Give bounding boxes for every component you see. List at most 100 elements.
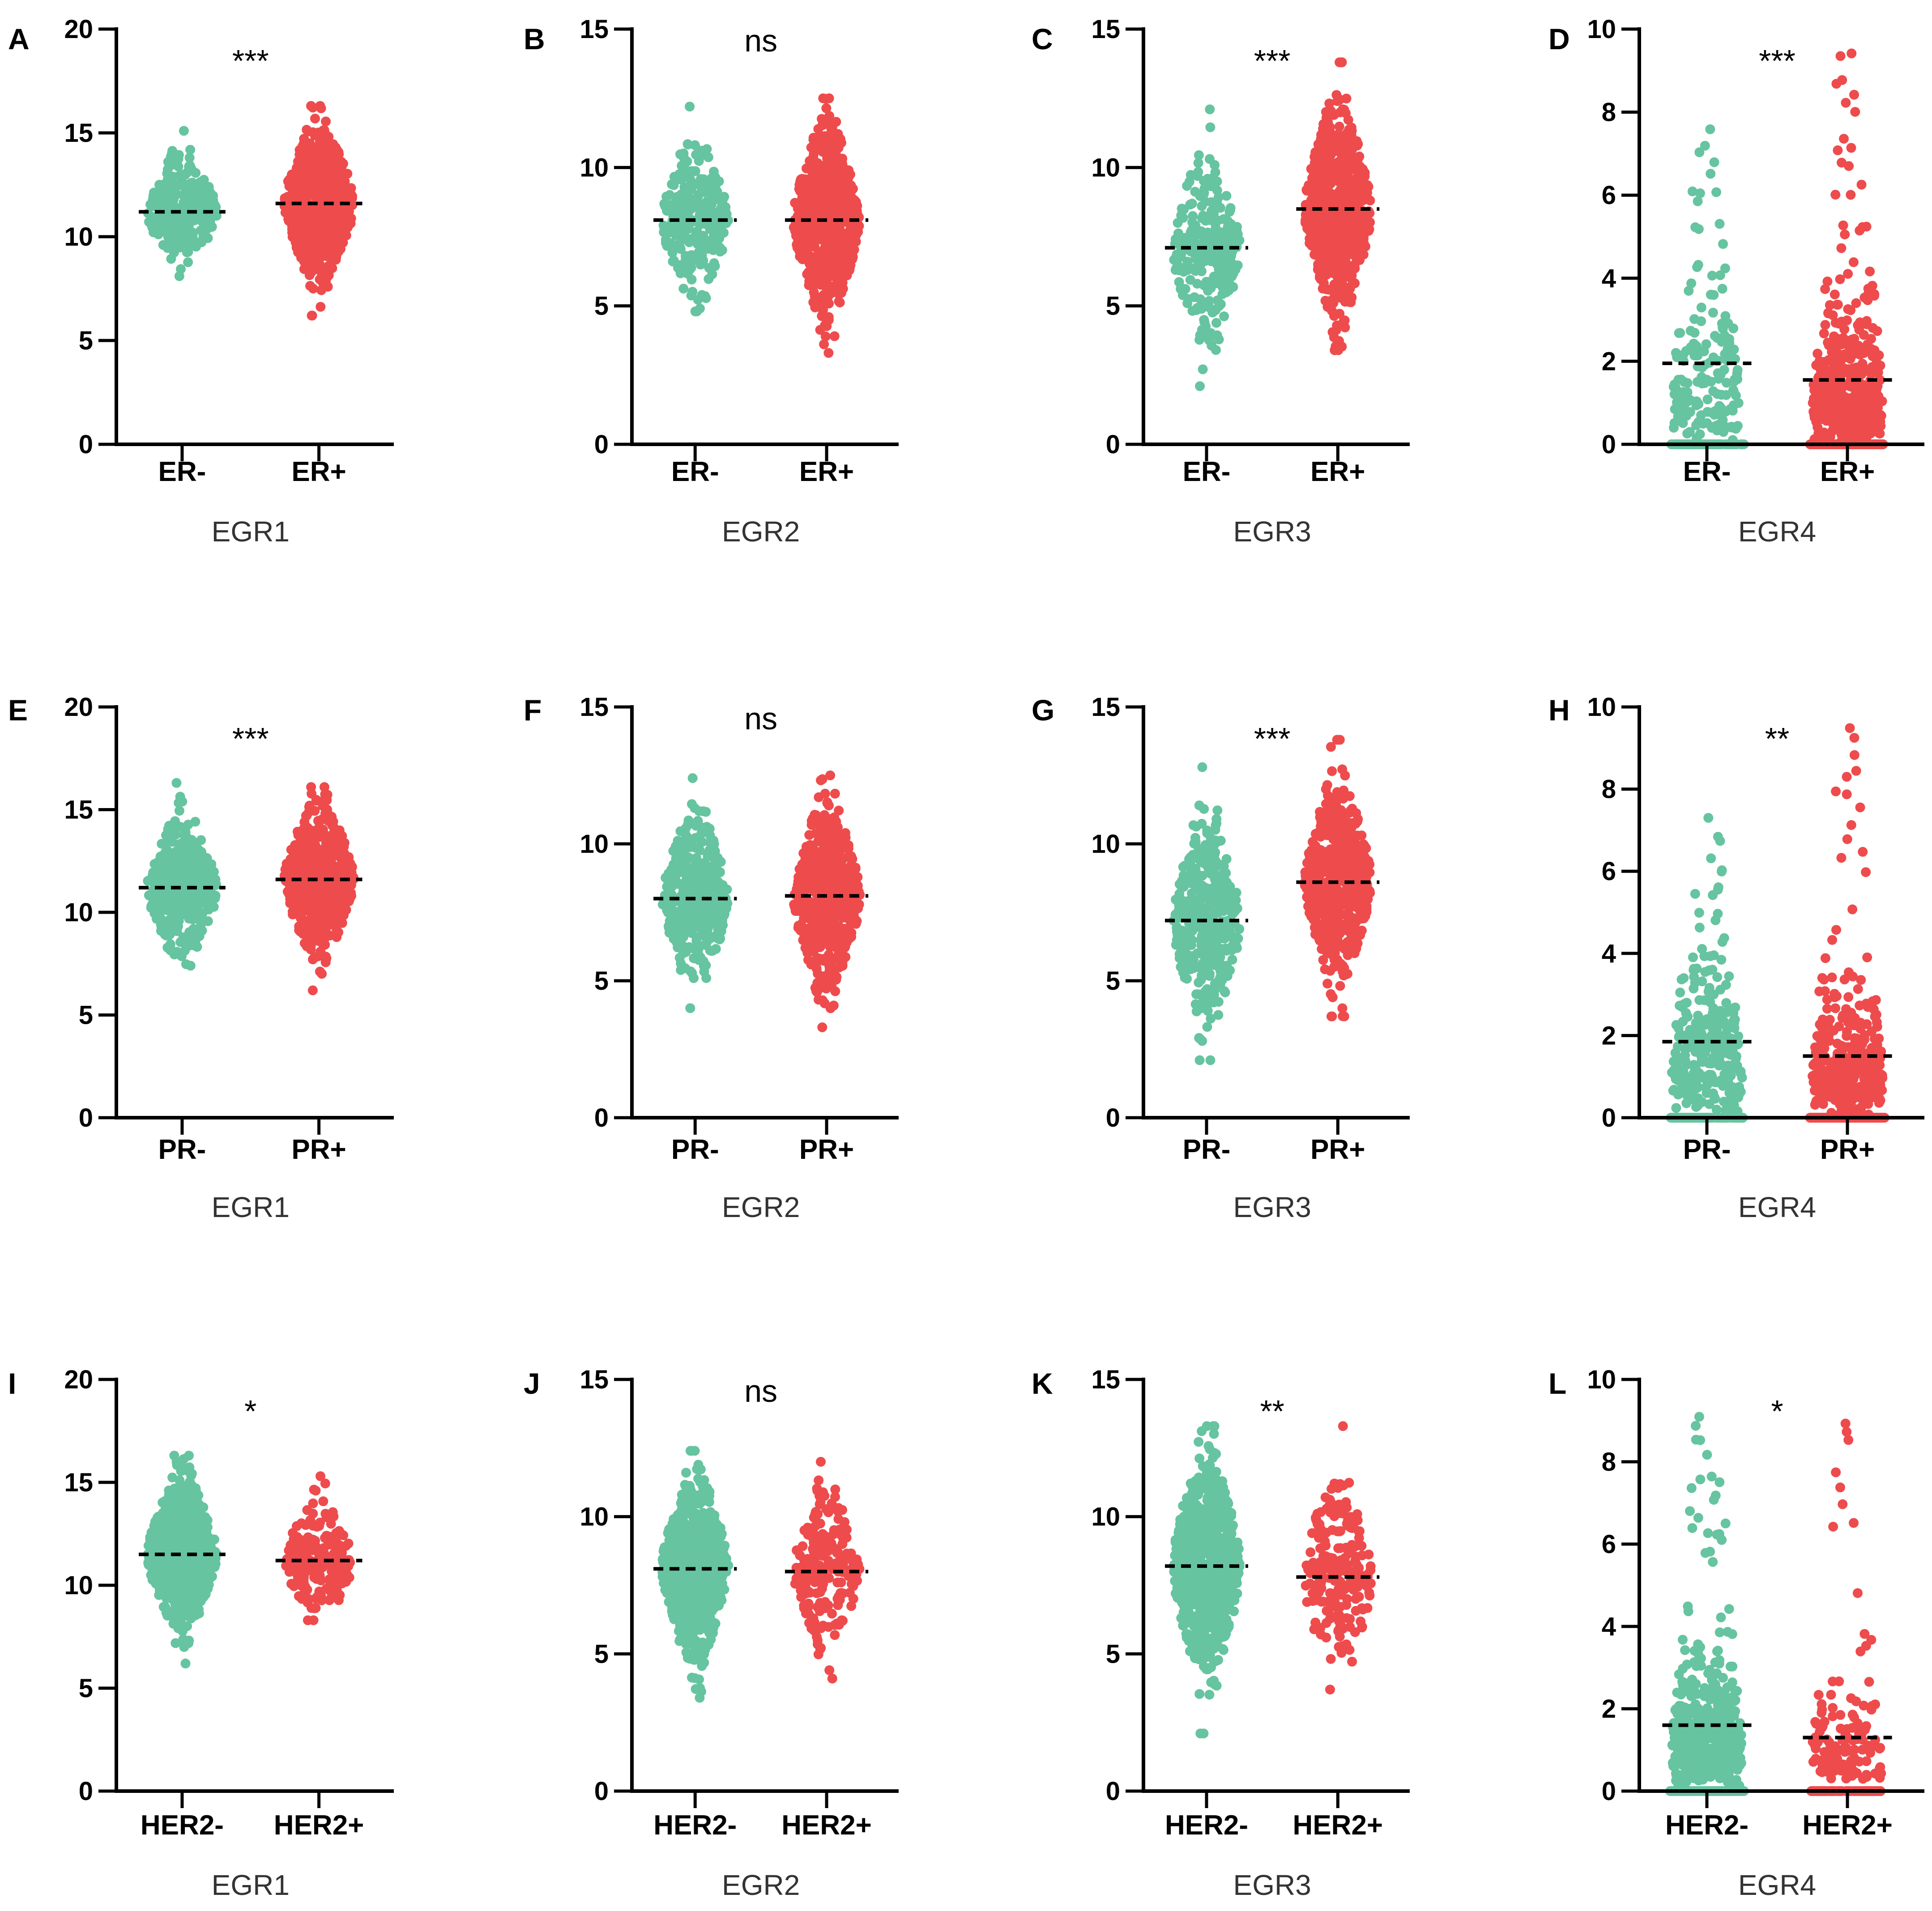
data-point	[1674, 328, 1684, 338]
y-tick-label: 15	[1091, 15, 1120, 44]
data-point	[1669, 423, 1679, 433]
data-point	[1215, 268, 1226, 277]
data-point	[1839, 400, 1849, 411]
data-point	[299, 217, 310, 228]
data-point	[1867, 382, 1877, 392]
data-point	[327, 820, 337, 830]
data-point	[1701, 339, 1711, 349]
data-point	[298, 929, 308, 939]
data-point	[1339, 315, 1350, 325]
data-point	[302, 125, 312, 135]
data-point	[1211, 318, 1221, 328]
data-point	[197, 925, 207, 936]
data-point	[669, 180, 679, 190]
data-point	[290, 890, 300, 900]
data-point	[1359, 170, 1369, 180]
data-point	[1839, 335, 1849, 345]
data-point	[818, 93, 828, 103]
data-point	[1337, 57, 1347, 68]
data-point	[1348, 158, 1358, 168]
data-point	[307, 985, 318, 996]
data-point	[1718, 427, 1728, 437]
data-point	[1857, 344, 1867, 354]
data-point	[682, 170, 691, 181]
data-point	[665, 190, 675, 200]
data-point	[1856, 179, 1867, 190]
data-point	[182, 167, 192, 178]
data-point	[800, 174, 810, 184]
data-point	[179, 936, 190, 947]
data-point	[1354, 179, 1364, 190]
data-point	[1199, 317, 1210, 327]
data-point	[1193, 303, 1203, 314]
data-point	[1824, 340, 1834, 350]
data-point	[720, 206, 730, 216]
data-point	[287, 215, 297, 226]
data-point	[296, 192, 306, 203]
data-point	[163, 848, 174, 858]
data-point	[1838, 220, 1848, 230]
data-point	[338, 190, 349, 200]
gene-label: EGR1	[212, 515, 290, 548]
data-point	[334, 234, 344, 244]
data-point	[331, 175, 341, 185]
data-point	[180, 183, 190, 193]
data-point	[1710, 406, 1720, 416]
data-point	[331, 907, 341, 918]
data-point	[1200, 196, 1211, 207]
data-point	[1673, 375, 1684, 385]
data-point	[304, 885, 315, 895]
data-point	[1312, 179, 1322, 189]
significance-label: ***	[1759, 43, 1796, 78]
category-label: ER-	[1183, 456, 1231, 487]
data-point	[184, 153, 195, 163]
data-point	[333, 927, 344, 937]
y-tick-label: 10	[64, 222, 93, 251]
y-tick-label: 10	[1091, 153, 1120, 182]
data-point	[1211, 345, 1221, 355]
data-point	[1685, 395, 1695, 405]
data-point	[676, 207, 687, 217]
data-point	[1183, 294, 1193, 304]
data-point	[1829, 331, 1839, 341]
data-point	[1322, 302, 1333, 312]
data-point	[338, 223, 348, 234]
category-label: PR-	[158, 1134, 206, 1165]
data-point	[1682, 429, 1693, 438]
data-point	[208, 195, 218, 205]
data-point	[1835, 51, 1846, 61]
data-point	[1706, 169, 1716, 179]
data-point	[185, 145, 196, 155]
data-point	[1830, 190, 1841, 200]
data-point	[325, 851, 336, 862]
panel-letter: D	[1548, 22, 1570, 55]
data-point	[310, 114, 320, 123]
data-point	[1821, 431, 1832, 442]
data-point	[1729, 387, 1739, 397]
dots-erpos	[1805, 48, 1888, 449]
significance-label: ***	[232, 721, 269, 756]
data-point	[1190, 187, 1200, 197]
significance-label: ns	[744, 23, 777, 58]
data-point	[1815, 409, 1825, 419]
data-point	[302, 939, 312, 949]
data-point	[1678, 387, 1688, 397]
data-point	[1828, 310, 1838, 320]
data-point	[1329, 311, 1339, 321]
data-point	[1845, 381, 1855, 392]
data-point	[182, 233, 192, 243]
data-point	[675, 268, 686, 278]
data-point	[307, 929, 317, 939]
data-point	[1709, 290, 1719, 300]
data-point	[312, 859, 322, 869]
data-point	[1324, 198, 1334, 209]
data-point	[1350, 278, 1360, 289]
y-tick-label: 0	[79, 430, 93, 459]
category-label: ER-	[671, 456, 719, 487]
data-point	[1219, 311, 1229, 321]
data-point	[837, 159, 848, 169]
data-point	[1698, 419, 1708, 429]
data-point	[1695, 429, 1705, 439]
